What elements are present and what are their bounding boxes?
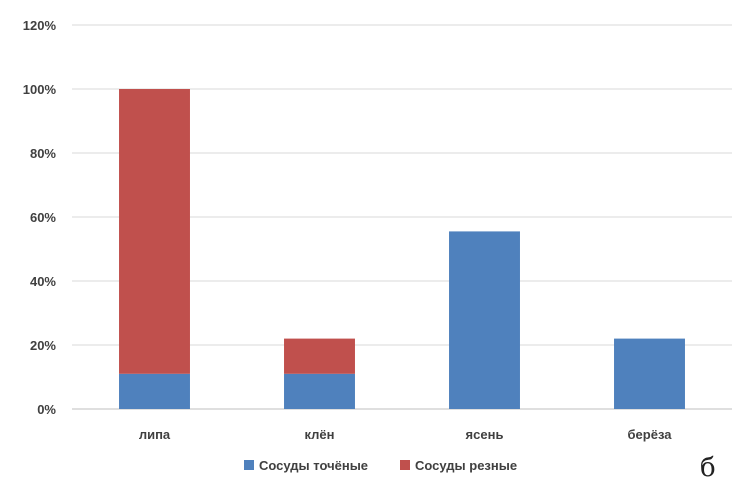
y-tick-label: 40%: [30, 274, 56, 289]
x-category-label: берёза: [628, 427, 673, 442]
panel-label: б: [700, 453, 716, 482]
y-tick-label: 80%: [30, 146, 56, 161]
legend-label: Сосуды резные: [415, 458, 517, 473]
y-tick-label: 120%: [23, 18, 57, 33]
legend-swatch: [400, 460, 410, 470]
bar-carved-1: [284, 338, 355, 374]
y-tick-label: 60%: [30, 210, 56, 225]
x-category-label: ясень: [466, 427, 504, 442]
x-category-label: липа: [139, 427, 171, 442]
x-axis-labels: липа клён ясень берёза: [139, 427, 672, 442]
bar-carved-0: [119, 89, 190, 374]
y-tick-label: 100%: [23, 82, 57, 97]
legend: Сосуды точёные Сосуды резные: [244, 458, 517, 473]
y-tick-label: 0%: [37, 402, 56, 417]
y-axis-ticks: 0% 20% 40% 60% 80% 100% 120%: [23, 18, 57, 417]
bar-turned-0: [119, 373, 190, 409]
x-category-label: клён: [304, 427, 334, 442]
bar-turned-1: [284, 373, 355, 409]
y-tick-label: 20%: [30, 338, 56, 353]
bar-turned-3: [614, 338, 685, 409]
bar-turned-2: [449, 231, 520, 409]
legend-swatch: [244, 460, 254, 470]
legend-label: Сосуды точёные: [259, 458, 368, 473]
bars: [119, 89, 685, 409]
